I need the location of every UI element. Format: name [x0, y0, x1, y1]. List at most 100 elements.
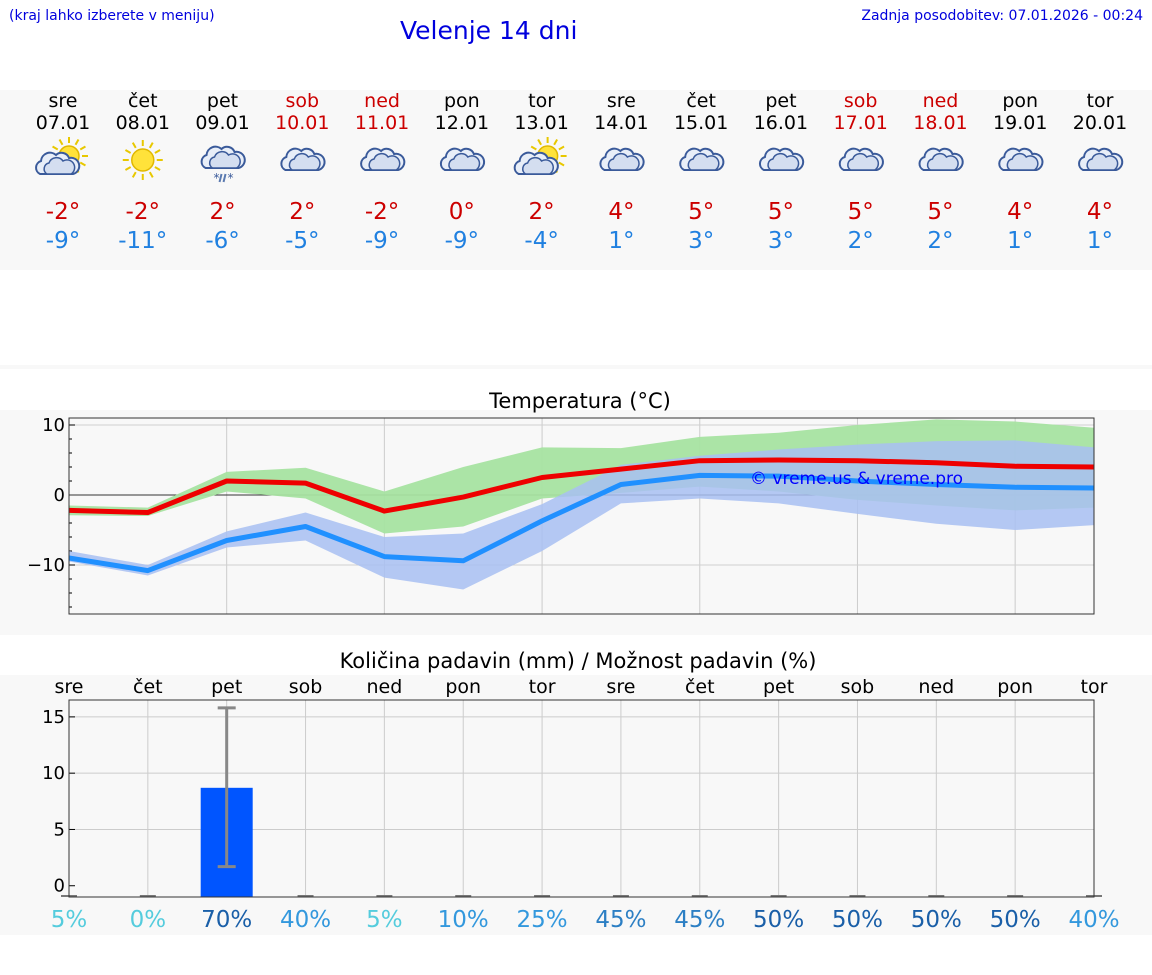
min-temperature: -9°	[46, 228, 80, 254]
temperature-chart-title: Temperatura (°C)	[488, 389, 671, 413]
y-tick-label: 5	[54, 819, 65, 840]
day-date: 10.01	[275, 112, 329, 134]
tmax-series-line	[68, 457, 1095, 515]
sun-ray	[131, 142, 137, 149]
sun-ray	[530, 145, 537, 151]
y-tick-label: −10	[27, 555, 65, 576]
day-date: 14.01	[594, 112, 648, 134]
precipitation-probability: 40%	[1068, 907, 1119, 933]
x-tick-label: pon	[997, 676, 1033, 698]
forecast-strip-background	[0, 90, 1152, 270]
cloud-icon	[599, 147, 645, 171]
day-name: sre	[607, 90, 636, 112]
day-date: 07.01	[36, 112, 90, 134]
max-temperature: 2°	[289, 199, 315, 225]
page-title: Velenje 14 dni	[400, 16, 578, 45]
sun-ray	[58, 139, 64, 146]
sun-ray	[148, 171, 154, 178]
divider	[0, 365, 1152, 369]
day-date: 18.01	[913, 112, 967, 134]
location-hint[interactable]: (kraj lahko izberete v meniju)	[9, 8, 215, 24]
snowflake: *	[228, 171, 234, 185]
cloud-shape-inner	[767, 153, 800, 171]
max-temperature: -2°	[46, 199, 80, 225]
plot-frame	[68, 699, 1095, 898]
cloud-shape-inner	[208, 151, 241, 169]
max-temperature: -2°	[126, 199, 160, 225]
min-temperature: 1°	[608, 228, 634, 254]
precipitation-probability: 5%	[51, 907, 88, 933]
cloud-shape-inner	[522, 157, 554, 175]
day-date: 19.01	[993, 112, 1047, 134]
day-name: čet	[686, 90, 716, 112]
sun-ray	[74, 139, 80, 146]
sun-ray	[553, 139, 558, 146]
precipitation-probability: 50%	[832, 907, 883, 933]
cloud-icon	[280, 147, 326, 171]
sun-ray	[154, 166, 161, 171]
rain-drop	[218, 173, 223, 183]
day-name: čet	[128, 90, 158, 112]
x-tick-label: tor	[1081, 676, 1108, 698]
max-temperature: 5°	[927, 199, 953, 225]
min-temperature: -4°	[524, 228, 558, 254]
plot-frame	[68, 417, 1095, 615]
watermark: © vreme.us & vreme.pro	[750, 469, 963, 489]
min-temperature: -9°	[445, 228, 479, 254]
x-tick-label: tor	[529, 676, 556, 698]
day-date: 08.01	[116, 112, 170, 134]
x-tick-label: čet	[133, 676, 163, 698]
rain-drop	[222, 173, 227, 183]
precipitation-chart-title: Količina padavin (mm) / Možnost padavin …	[340, 649, 817, 673]
precipitation-probability: 40%	[280, 907, 331, 933]
cloud-shape-inner	[288, 153, 321, 171]
sun-ray	[558, 161, 565, 167]
y-tick-label: 0	[54, 485, 65, 506]
sun-ray	[124, 149, 132, 154]
y-tick-label: 10	[42, 415, 65, 436]
sun-cloud-icon	[513, 137, 567, 175]
day-name: sob	[286, 90, 320, 112]
cloud-shape-inner	[847, 153, 880, 171]
cloud-shape-inner	[1006, 153, 1039, 171]
cloud-shape-inner	[368, 153, 401, 171]
day-name: pon	[1002, 90, 1038, 112]
day-name: pon	[444, 90, 480, 112]
cloud-icon	[679, 147, 725, 171]
max-temperature: 5°	[848, 199, 874, 225]
min-temperature: -9°	[365, 228, 399, 254]
x-tick-label: pon	[445, 676, 481, 698]
sun-disc	[131, 148, 155, 172]
sun-ray	[79, 145, 86, 151]
day-name: ned	[364, 90, 400, 112]
precipitation-probability: 50%	[753, 907, 804, 933]
sun-ray	[79, 161, 86, 167]
min-temperature: 1°	[1087, 228, 1113, 254]
cloud-icon	[439, 147, 486, 171]
cloud-snow-icon: * *	[200, 145, 246, 185]
precipitation-probability: 5%	[366, 907, 403, 933]
x-tick-label: sre	[55, 676, 84, 698]
cloud-shape-inner	[448, 153, 481, 171]
min-temperature: 3°	[688, 228, 714, 254]
min-temperature: -11°	[118, 228, 167, 254]
min-temperature: 1°	[1007, 228, 1033, 254]
x-tick-label: sob	[841, 676, 875, 698]
sun-ray	[537, 139, 542, 146]
max-temperature: 5°	[688, 199, 714, 225]
precipitation-probability: 45%	[674, 907, 725, 933]
cloud-icon	[758, 147, 805, 171]
cloud-icon	[998, 147, 1044, 171]
day-date: 20.01	[1073, 112, 1127, 134]
x-tick-label: pet	[763, 676, 794, 698]
max-temperature: 2°	[209, 199, 235, 225]
y-tick-label: 0	[54, 876, 65, 897]
